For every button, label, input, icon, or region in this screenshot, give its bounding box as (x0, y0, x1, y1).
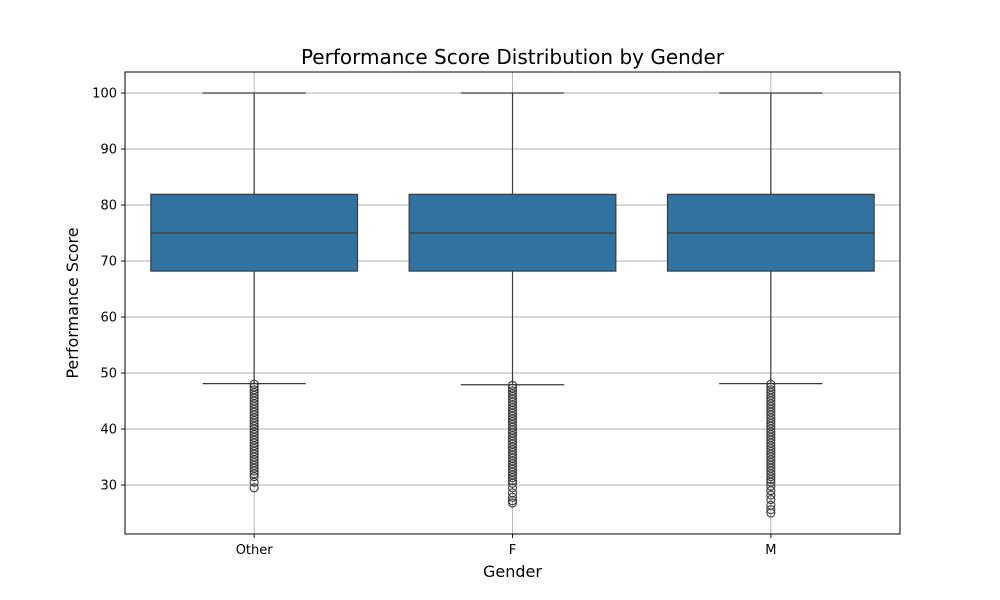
y-tick-label: 30 (100, 479, 117, 494)
x-tick-label: Other (236, 543, 274, 558)
outlier-point (249, 466, 259, 476)
outlier-point (249, 472, 259, 482)
y-tick-label: 50 (100, 367, 117, 382)
outlier-point (507, 483, 518, 493)
outlier-point (766, 495, 776, 505)
y-tick-label: 40 (100, 423, 117, 438)
outlier-point (766, 474, 776, 484)
y-tick-label: 70 (100, 255, 117, 270)
outlier-point (507, 496, 518, 506)
outlier-point (507, 478, 518, 488)
outlier-point (507, 498, 518, 508)
outlier-point (766, 472, 776, 482)
outlier-point (766, 508, 776, 518)
x-axis-label: Gender (483, 562, 542, 581)
outlier-point (507, 492, 518, 502)
outlier-point (766, 486, 776, 496)
plot-area: 30 40 50 60 70 80 90 100 Other F M (92, 71, 901, 558)
x-tick-label: F (509, 543, 516, 558)
plot-frame (124, 71, 901, 535)
y-tick-label: 100 (92, 87, 117, 102)
chart-title: Performance Score Distribution by Gender (301, 45, 725, 69)
outlier-point (249, 477, 259, 487)
y-tick-label: 90 (100, 143, 117, 158)
outlier-point (507, 473, 518, 483)
outlier-point (249, 483, 259, 493)
x-tick-label: M (765, 543, 776, 558)
outlier-point (766, 481, 776, 491)
outlier-point (766, 505, 776, 515)
outlier-point (766, 490, 776, 500)
y-tick-label: 60 (100, 311, 117, 326)
outlier-point (507, 475, 518, 486)
y-axis-label: Performance Score (63, 227, 82, 378)
y-tick-label: 80 (100, 199, 117, 214)
